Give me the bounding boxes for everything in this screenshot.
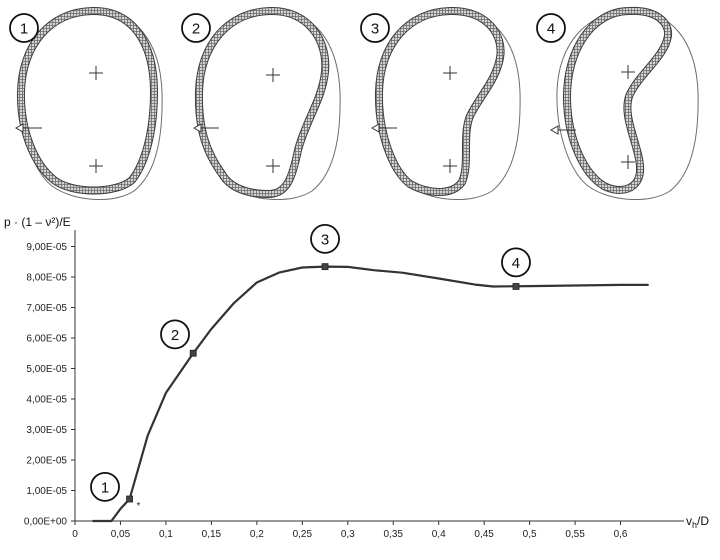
chart: p · (1 – ν²)/E 0,00E+00 1,00E-05 2,00E-05 3… xyxy=(4,215,709,540)
x-axis-title-main: v xyxy=(686,514,692,528)
panel-4: 4 xyxy=(536,6,699,200)
center-cross-upper xyxy=(443,66,457,80)
center-cross-lower xyxy=(89,159,103,173)
point-badge xyxy=(310,223,340,254)
point-badge xyxy=(501,247,531,278)
x-axis-title-subscript: h xyxy=(692,520,697,530)
point-badge xyxy=(90,471,120,502)
load-arrow-icon xyxy=(370,123,397,133)
deformed-ring-fill xyxy=(375,7,504,195)
center-cross-lower xyxy=(621,155,635,169)
x-tick-label: 0,4 xyxy=(432,529,446,540)
x-tick-label: 0,1 xyxy=(159,529,173,540)
y-tick-label: 0,00E+00 xyxy=(24,517,68,528)
data-point-marker xyxy=(126,495,133,503)
point-note: * xyxy=(137,501,141,512)
panel-badge-4: 4 xyxy=(536,13,566,43)
x-tick-label: 0 xyxy=(72,529,78,540)
point-badge xyxy=(160,319,190,350)
point-badge-label: 1 xyxy=(101,479,109,496)
point-badge-label: 2 xyxy=(171,327,179,344)
data-point-marker xyxy=(512,283,520,290)
y-tick-label: 8,00E-05 xyxy=(26,273,67,284)
undeformed-outline xyxy=(556,10,699,200)
x-axis-title: vh/D xyxy=(686,514,709,530)
y-tick-label: 4,00E-05 xyxy=(26,395,67,406)
series-layer xyxy=(92,265,649,523)
data-point-marker xyxy=(321,263,329,271)
y-axis-title: p · (1 – ν²)/E xyxy=(4,215,71,229)
y-tick-label: 6,00E-05 xyxy=(26,334,67,345)
point-badge-label: 3 xyxy=(321,231,329,248)
load-arrow-icon xyxy=(14,123,42,133)
y-axis: 0,00E+00 1,00E-05 2,00E-05 3,00E-05 4,00E-05… xyxy=(24,230,76,528)
y-tick-label: 7,00E-05 xyxy=(26,303,67,314)
center-cross-upper xyxy=(89,66,103,80)
point-badge-label: 4 xyxy=(512,255,520,272)
deformation-panels: 1 2 xyxy=(9,6,699,200)
panel-badge-1: 1 xyxy=(9,13,39,43)
panel-label: 3 xyxy=(371,21,379,38)
center-cross-upper xyxy=(621,65,635,79)
x-axis-title-tail: /D xyxy=(697,514,709,528)
center-cross-lower xyxy=(443,159,457,173)
panel-label: 4 xyxy=(547,21,555,38)
y-tick-label: 2,00E-05 xyxy=(26,456,67,467)
x-tick-label: 0,6 xyxy=(614,529,628,540)
x-tick-label: 0,55 xyxy=(565,529,585,540)
load-arrow-icon xyxy=(192,123,219,133)
x-tick-label: 0,5 xyxy=(523,529,537,540)
x-tick-label: 0,3 xyxy=(341,529,355,540)
x-tick-label: 0,2 xyxy=(250,529,264,540)
panel-2: 2 xyxy=(181,6,341,200)
y-tick-label: 5,00E-05 xyxy=(26,364,67,375)
deformed-ring-fill xyxy=(17,7,158,194)
y-tick-label: 9,00E-05 xyxy=(26,242,67,253)
center-cross-upper xyxy=(266,68,280,82)
panel-label: 2 xyxy=(192,21,200,38)
panel-1: 1 xyxy=(9,6,163,200)
deformed-ring-fill xyxy=(195,7,329,198)
series-line xyxy=(92,265,649,523)
x-tick-label: 0,35 xyxy=(383,529,403,540)
x-tick-label: 0,45 xyxy=(474,529,494,540)
data-point-marker xyxy=(189,349,197,357)
center-cross-lower xyxy=(266,159,280,173)
panel-3: 3 xyxy=(360,6,521,200)
panel-label: 1 xyxy=(20,21,28,38)
panel-badge-2: 2 xyxy=(181,13,211,43)
y-tick-label: 1,00E-05 xyxy=(26,486,67,497)
x-axis: 0 0,05 0,1 0,15 0,2 0,25 0,3 0,35 0,4 0,45 0,5 0,55… xyxy=(72,520,684,540)
y-tick-label: 3,00E-05 xyxy=(26,425,67,436)
x-tick-label: 0,15 xyxy=(202,529,222,540)
x-tick-label: 0,25 xyxy=(293,529,313,540)
x-tick-label: 0,05 xyxy=(111,529,131,540)
deformed-ring-fill xyxy=(563,7,672,193)
panel-badge-3: 3 xyxy=(360,13,390,43)
marker-layer: 1 * 2 3 4 xyxy=(90,223,531,512)
load-arrow-icon xyxy=(549,125,576,135)
